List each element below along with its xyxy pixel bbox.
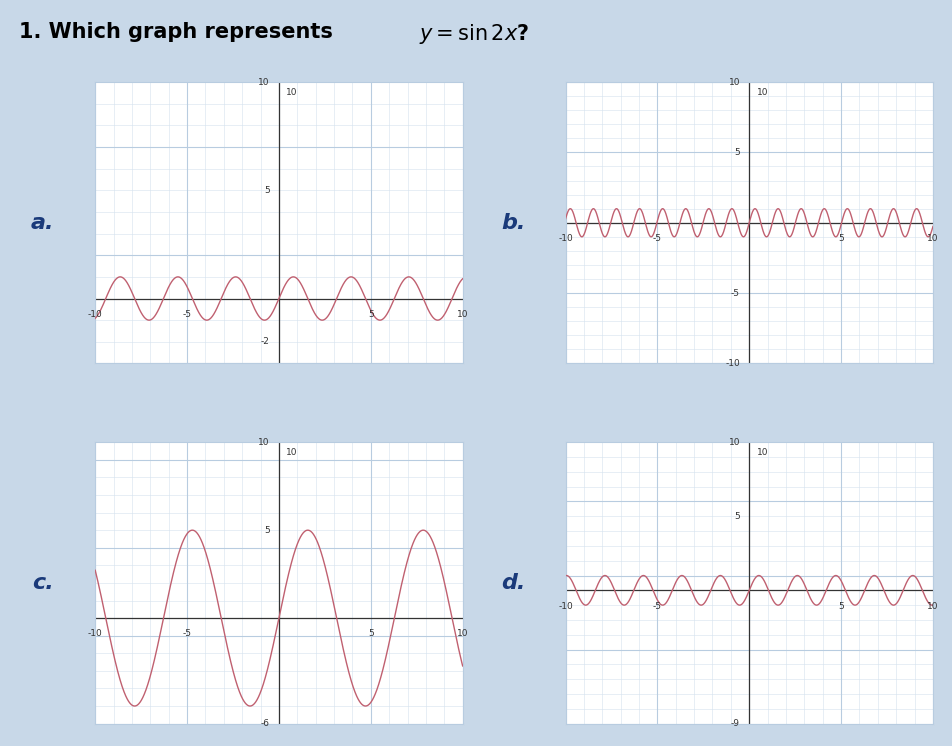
Text: d.: d.	[501, 573, 526, 593]
Text: 5: 5	[838, 234, 844, 243]
Text: 10: 10	[757, 448, 768, 457]
Text: b.: b.	[501, 213, 526, 233]
Text: -10: -10	[725, 359, 740, 368]
Text: 5: 5	[367, 630, 373, 639]
Text: 5: 5	[264, 186, 269, 195]
Text: 10: 10	[258, 438, 269, 447]
Text: -5: -5	[731, 289, 740, 298]
Text: -10: -10	[88, 630, 103, 639]
Text: 10: 10	[258, 78, 269, 87]
Text: 10: 10	[457, 630, 468, 639]
Text: 10: 10	[287, 88, 298, 97]
Text: -9: -9	[731, 719, 740, 728]
Text: 5: 5	[734, 148, 740, 157]
Text: -10: -10	[88, 310, 103, 319]
Text: 1. Which graph represents: 1. Which graph represents	[19, 22, 340, 43]
Text: 10: 10	[728, 438, 740, 447]
Text: 10: 10	[927, 234, 939, 243]
Text: a.: a.	[31, 213, 54, 233]
Text: -2: -2	[261, 337, 269, 346]
Text: 5: 5	[264, 526, 269, 535]
Text: -6: -6	[261, 719, 269, 728]
Text: -5: -5	[183, 310, 191, 319]
Text: -5: -5	[183, 630, 191, 639]
Text: 10: 10	[927, 601, 939, 610]
Text: 10: 10	[757, 88, 768, 97]
Text: 5: 5	[838, 601, 844, 610]
Text: 10: 10	[287, 448, 298, 457]
Text: -5: -5	[653, 234, 662, 243]
Text: 10: 10	[728, 78, 740, 87]
Text: $y = \sin 2x$?: $y = \sin 2x$?	[419, 22, 529, 46]
Text: 5: 5	[734, 512, 740, 521]
Text: -5: -5	[653, 601, 662, 610]
Text: 5: 5	[367, 310, 373, 319]
Text: 10: 10	[457, 310, 468, 319]
Text: -10: -10	[558, 234, 573, 243]
Text: c.: c.	[32, 573, 53, 593]
Text: -10: -10	[558, 601, 573, 610]
